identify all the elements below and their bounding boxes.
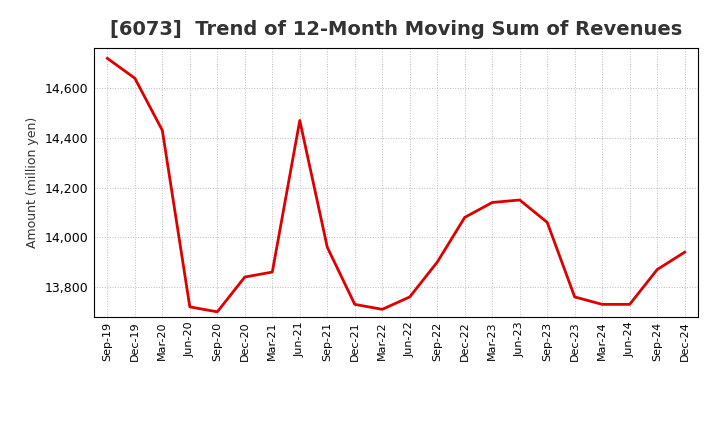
- Title: [6073]  Trend of 12-Month Moving Sum of Revenues: [6073] Trend of 12-Month Moving Sum of R…: [110, 19, 682, 39]
- Y-axis label: Amount (million yen): Amount (million yen): [27, 117, 40, 248]
